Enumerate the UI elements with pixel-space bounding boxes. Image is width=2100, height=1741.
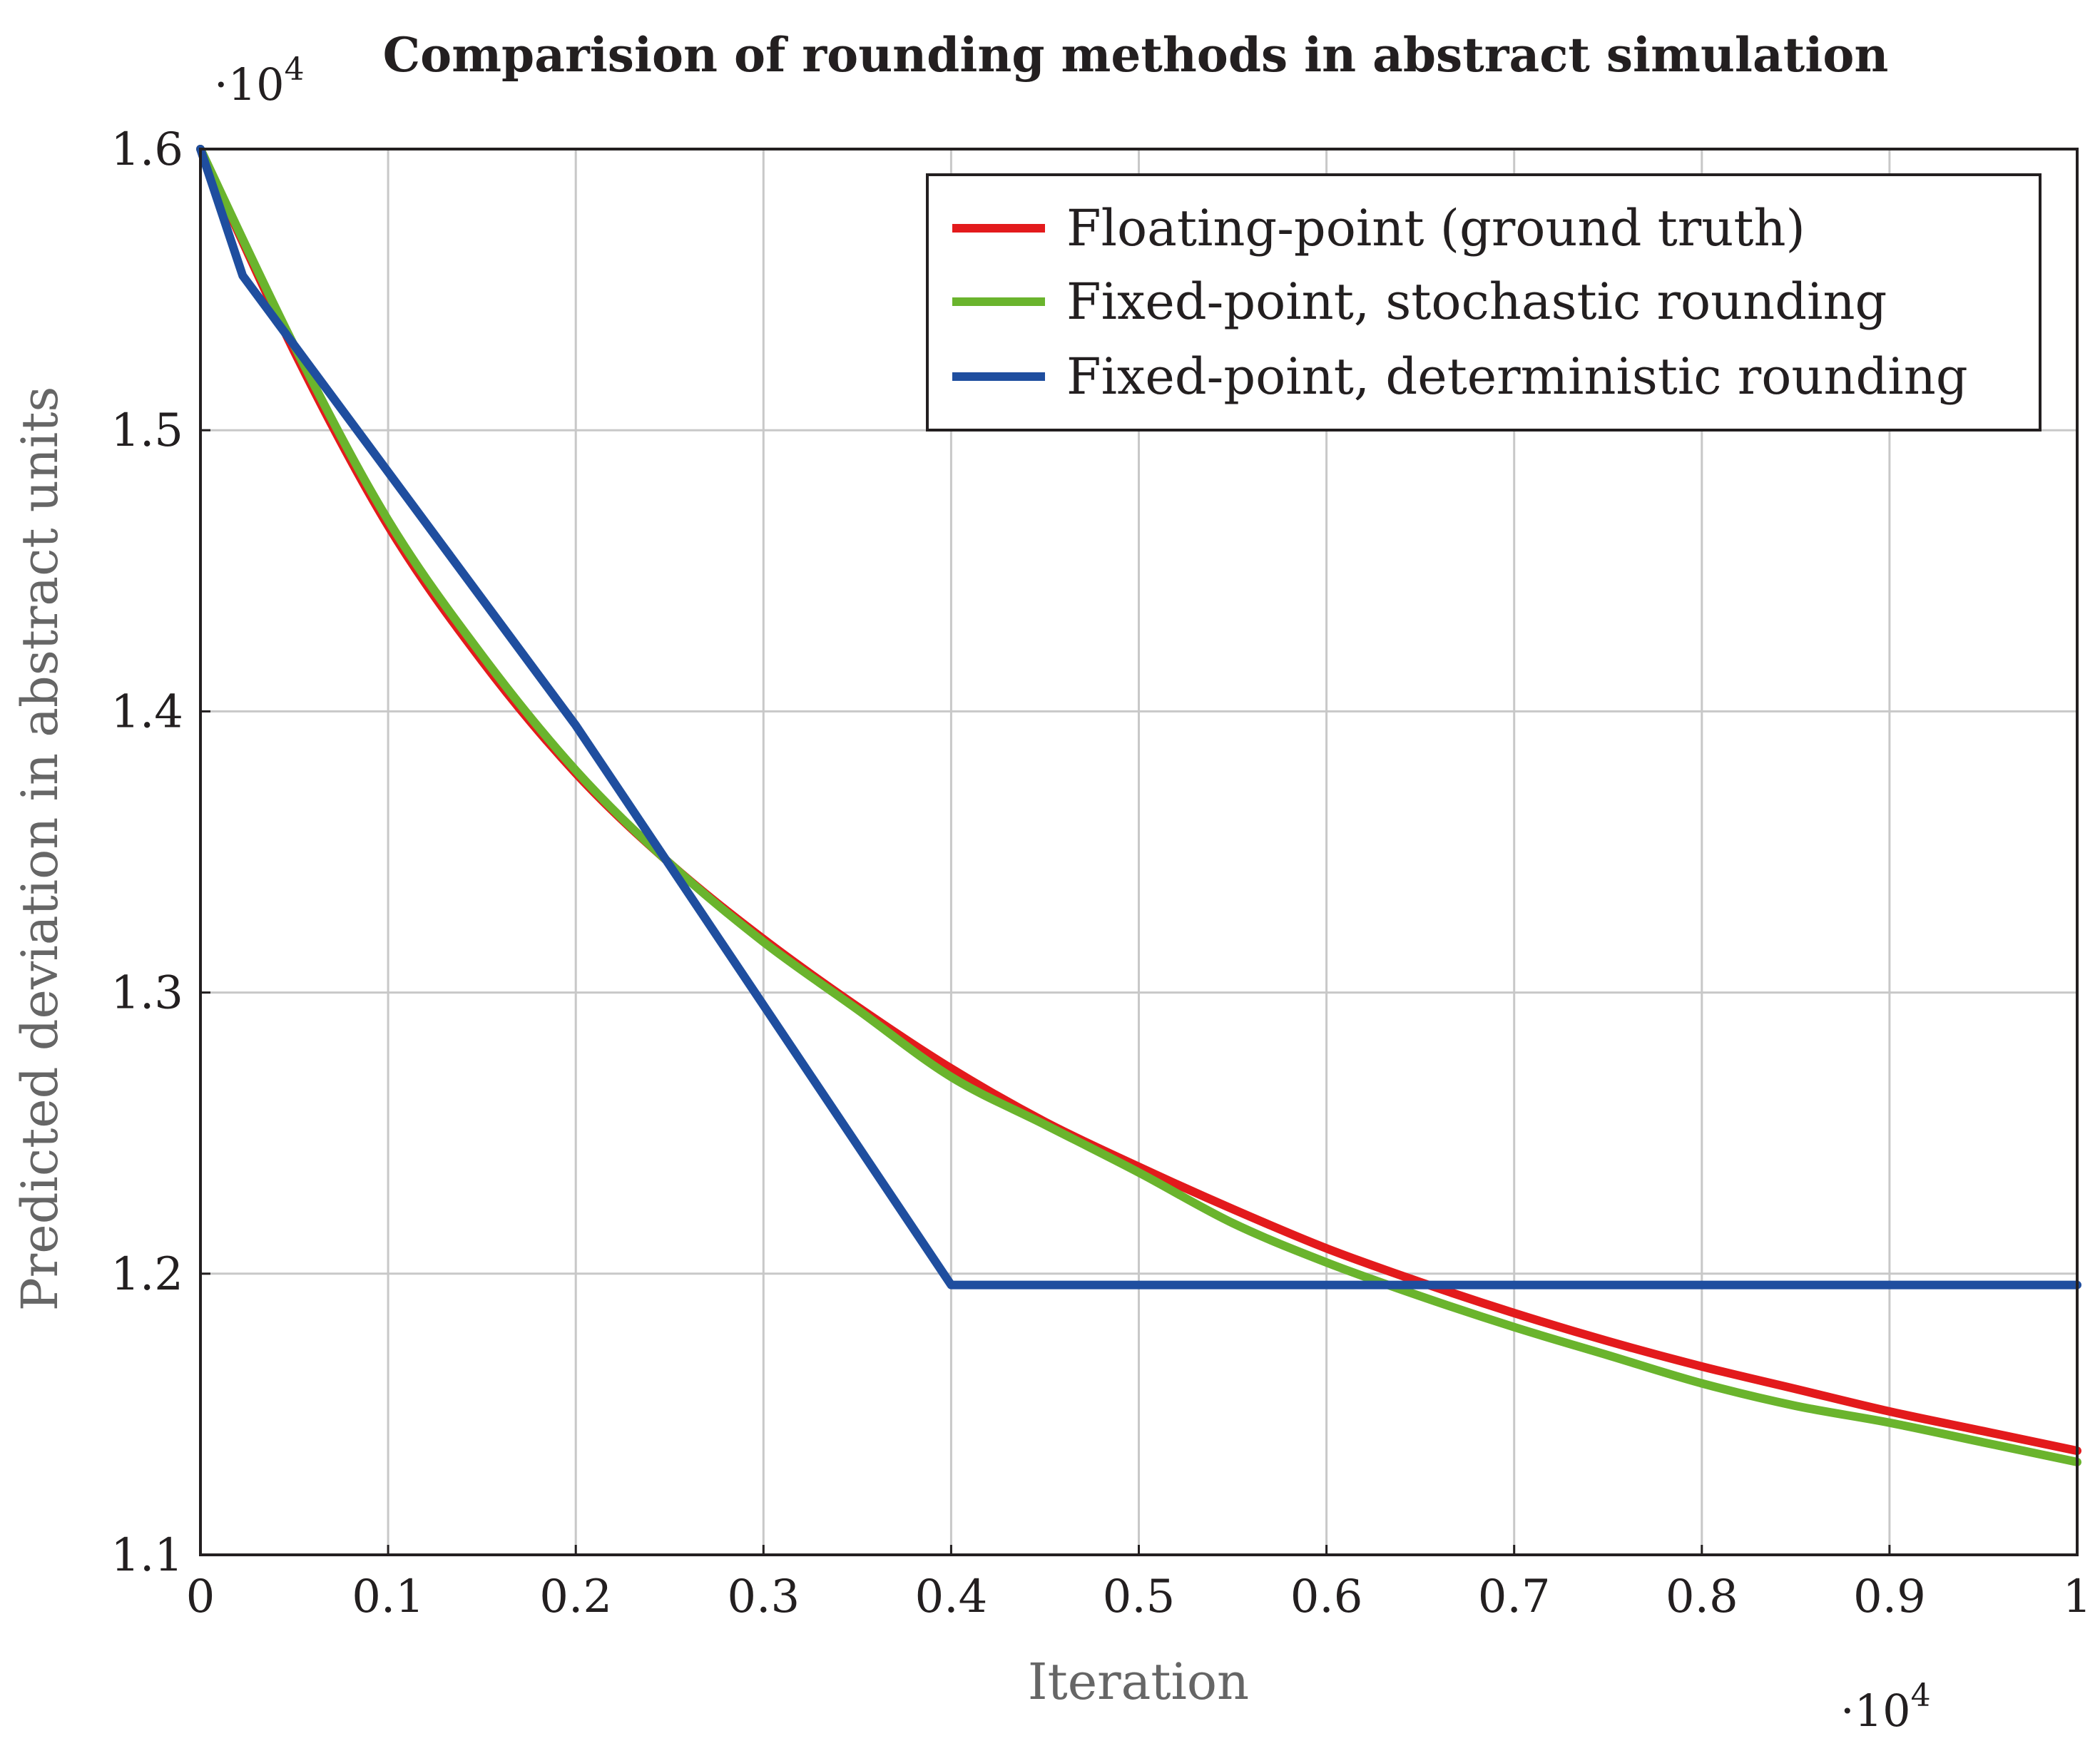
y-tick-label: 1.1 (111, 1529, 183, 1582)
series-layer (196, 145, 2081, 1466)
legend-label-floating-point: Floating-point (ground truth) (1066, 199, 1805, 257)
series-deterministic (196, 145, 2081, 1290)
x-tick-label: 0.9 (1853, 1571, 1926, 1623)
x-tick-label: 0.5 (1103, 1571, 1176, 1623)
legend-entry: Fixed-point, deterministic rounding (952, 347, 1968, 406)
x-tick-label: 0.3 (727, 1571, 800, 1623)
legend-label-deterministic: Fixed-point, deterministic rounding (1066, 347, 1968, 406)
y-tick-label: 1.5 (111, 404, 183, 457)
x-tick-label: 0.4 (915, 1571, 988, 1623)
y-tick-label: 1.4 (111, 685, 183, 738)
legend-label-stochastic: Fixed-point, stochastic rounding (1066, 272, 1887, 331)
y-tick-label: 1.6 (111, 123, 183, 176)
y-axis-multiplier: ·104 (214, 51, 305, 111)
x-axis-multiplier-exponent: 4 (1911, 1678, 1931, 1714)
y-tick-label: 1.3 (111, 967, 183, 1020)
legend-box (926, 173, 2042, 432)
y-axis-multiplier-base: ·10 (214, 58, 285, 111)
x-tick-label: 0 (186, 1571, 215, 1623)
x-tick-label: 0.7 (1478, 1571, 1551, 1623)
tick-labels: 0 0.1 0.2 0.3 0.4 0.5 0.6 0.7 0.8 0.9 1 1.1 1.2 1.3 1.… (111, 123, 2091, 1623)
y-tick-label: 1.2 (111, 1248, 183, 1301)
x-axis-multiplier: ·104 (1840, 1678, 1931, 1737)
series-stochastic (196, 145, 2081, 1466)
legend-entry: Fixed-point, stochastic rounding (952, 272, 1887, 331)
x-axis-multiplier-base: ·10 (1840, 1685, 1911, 1737)
x-axis-label: Iteration (1028, 1653, 1249, 1711)
x-tick-label: 1 (2063, 1571, 2092, 1623)
y-axis-multiplier-exponent: 4 (285, 51, 305, 88)
x-tick-label: 0.2 (539, 1571, 612, 1623)
legend: Floating-point (ground truth) Fixed-poin… (926, 173, 2042, 432)
chart-title: Comparision of rounding methods in abstr… (383, 27, 1889, 83)
x-tick-label: 0.6 (1290, 1571, 1363, 1623)
y-axis-label: Predicted deviation in abstract units (11, 387, 69, 1312)
x-tick-label: 0.1 (352, 1571, 424, 1623)
legend-entry: Floating-point (ground truth) (952, 199, 1805, 257)
x-tick-label: 0.8 (1666, 1571, 1738, 1623)
